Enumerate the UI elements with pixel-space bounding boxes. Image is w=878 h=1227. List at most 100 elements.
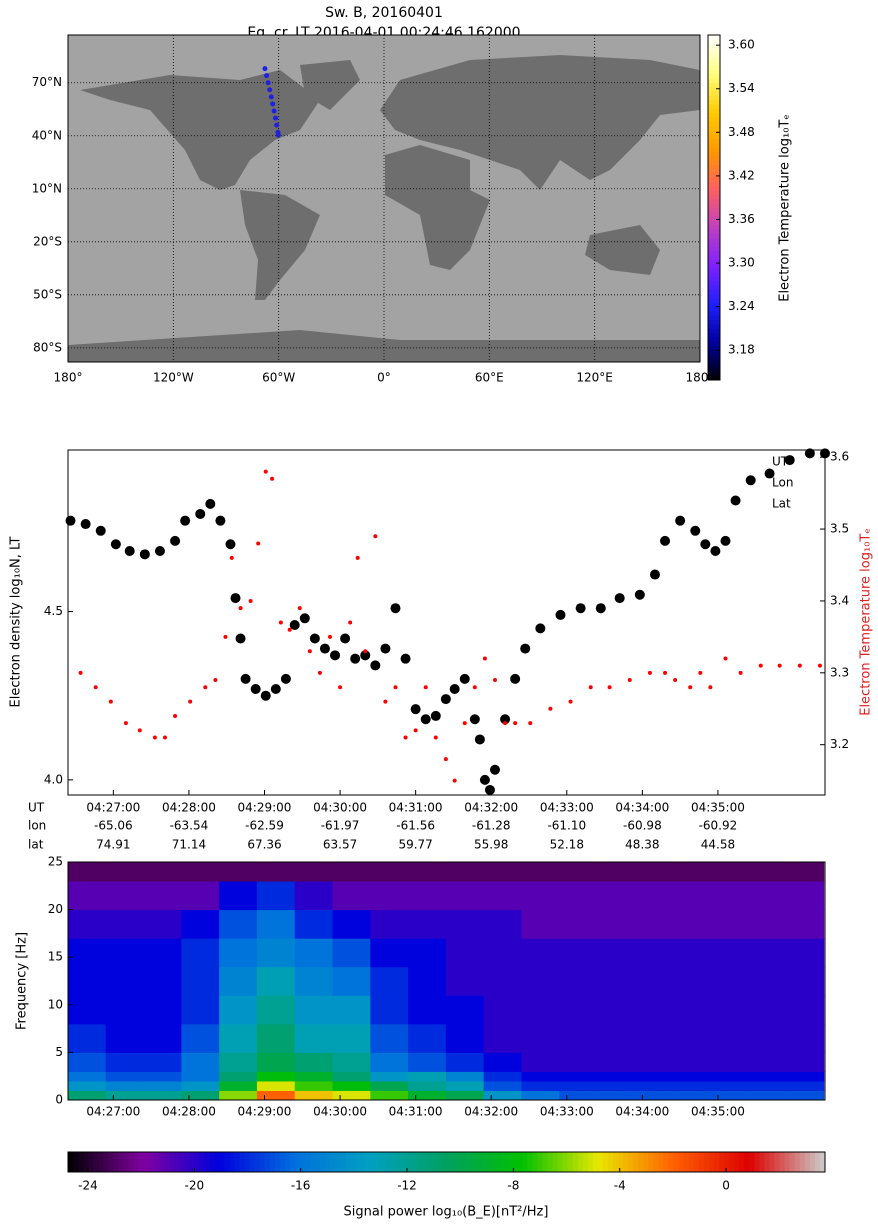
colorbar-slice <box>214 1152 220 1172</box>
colorbar-slice <box>325 1152 331 1172</box>
colorbar-tick-label: -12 <box>397 1179 417 1193</box>
colorbar-slice <box>638 1152 644 1172</box>
point <box>280 673 291 684</box>
colorbar-slice <box>739 1152 745 1172</box>
colorbar-slice <box>138 1152 145 1172</box>
lon-label: -61.10 <box>547 819 586 833</box>
point <box>260 690 271 701</box>
table-row-label: UT <box>28 801 45 815</box>
heat-cell <box>370 1090 409 1101</box>
heat-cell <box>483 862 522 882</box>
heat-cell <box>710 1023 749 1053</box>
colorbar-slice <box>370 1152 377 1172</box>
heat-cell <box>143 1023 182 1053</box>
y-tick-label: 50°S <box>33 287 62 301</box>
colorbar-slice <box>708 185 720 191</box>
heat-cell <box>748 1023 787 1053</box>
colorbar-slice <box>340 1152 347 1172</box>
heat-cell <box>710 881 749 911</box>
colorbar-slice <box>774 1152 781 1172</box>
heat-cell <box>181 938 220 968</box>
heat-cell <box>68 1023 107 1053</box>
colorbar-slice <box>385 1152 392 1172</box>
y-tick-label: 40°N <box>32 128 62 142</box>
colorbar-slice <box>239 1152 246 1172</box>
point <box>287 627 292 632</box>
point <box>403 735 408 740</box>
point <box>180 515 191 526</box>
colorbar-slice <box>567 1152 574 1172</box>
track-point <box>271 108 277 114</box>
colorbar-slice <box>668 1152 675 1172</box>
lat-label: 63.57 <box>323 838 357 852</box>
heat-cell <box>521 881 560 911</box>
point <box>95 525 106 536</box>
heat-cell <box>408 966 447 996</box>
heat-cell <box>332 1090 371 1101</box>
table-row-label: lat <box>28 838 44 852</box>
colorbar-slice <box>799 1152 806 1172</box>
heat-cell <box>748 1080 787 1091</box>
heat-cell <box>256 909 296 939</box>
x-tick-label: 04:33:00 <box>540 801 594 815</box>
colorbar-slice <box>708 332 720 338</box>
colorbar-slice <box>708 86 720 92</box>
colorbar-slice <box>401 1152 407 1172</box>
heat-cell <box>559 1023 598 1053</box>
heat-cell <box>294 1071 334 1082</box>
heat-cell <box>521 909 560 939</box>
heat-cell <box>143 862 182 882</box>
colorbar-slice <box>189 1152 195 1172</box>
colorbar-slice <box>542 1152 548 1172</box>
point <box>433 735 438 740</box>
heat-cell <box>408 909 447 939</box>
colorbar-slice <box>320 1152 326 1172</box>
colorbar-slice <box>708 237 720 243</box>
heat-cell <box>332 909 371 939</box>
colorbar-slice <box>708 39 720 45</box>
colorbar-slice <box>708 203 720 208</box>
colorbar-slice <box>572 1152 579 1172</box>
lon-label: -60.98 <box>623 819 662 833</box>
y-tick-label: 5 <box>55 1045 63 1059</box>
x-tick-label: 04:29:00 <box>238 1105 292 1119</box>
heat-cell <box>559 1052 598 1072</box>
heat-cell <box>219 1023 258 1053</box>
heat-cell <box>181 1023 220 1053</box>
heat-cell <box>521 1052 560 1072</box>
heat-cell <box>634 862 674 882</box>
heat-cell <box>143 1052 182 1072</box>
heat-cell <box>219 1090 258 1101</box>
colorbar-slice <box>708 367 720 372</box>
heat-cell <box>294 1052 334 1072</box>
heat-cell <box>634 1071 674 1082</box>
colorbar-slice <box>295 1152 301 1172</box>
colorbar-slice <box>244 1152 251 1172</box>
point <box>188 699 193 704</box>
x-tick-label: 04:33:00 <box>540 1105 594 1119</box>
point <box>688 685 693 690</box>
point <box>123 721 128 726</box>
heat-cell <box>370 966 409 996</box>
colorbar-slice <box>532 1152 538 1172</box>
heat-cell <box>445 909 485 939</box>
colorbar-slice <box>471 1152 478 1172</box>
colorbar-slice <box>708 160 720 165</box>
heat-cell <box>710 909 749 939</box>
y-tick-label: 20 <box>48 902 63 916</box>
colorbar-slice <box>749 1152 755 1172</box>
point <box>162 735 167 740</box>
point <box>170 535 181 546</box>
colorbar-slice <box>708 198 720 204</box>
colorbar-slice <box>194 1152 200 1172</box>
colorbar-slice <box>123 1152 130 1172</box>
point <box>270 683 281 694</box>
colorbar-slice <box>708 242 720 247</box>
point <box>317 670 322 675</box>
colorbar-slice <box>708 35 720 40</box>
heat-cell <box>370 881 409 911</box>
point <box>225 539 236 550</box>
heat-cell <box>710 966 749 996</box>
heat-cell <box>748 1052 787 1072</box>
heat-cell <box>672 995 711 1025</box>
